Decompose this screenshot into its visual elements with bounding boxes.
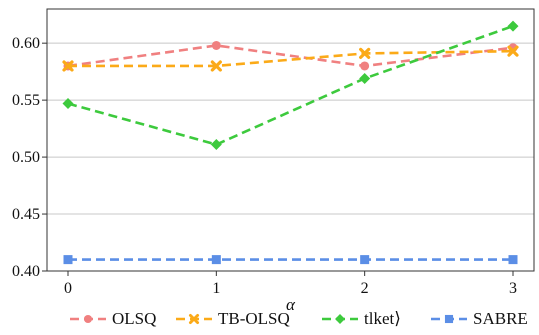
series-group (62, 20, 519, 265)
x-axis-ticks: 0 1 2 3 (64, 271, 517, 297)
data-point-tb-olsq-2 (359, 47, 371, 60)
legend-label-sabre: SABRE (473, 309, 528, 328)
y-tick-label-0: 0.40 (12, 263, 40, 280)
x-tick-label-3: 3 (509, 280, 517, 297)
legend-marker-tb-olsq (188, 313, 200, 325)
legend: OLSQ TB-OLSQ tlket⟩ SABRE (70, 309, 528, 328)
series-line-tb-olsq (68, 49, 514, 68)
x-tick-label-0: 0 (64, 280, 72, 297)
series-line-olsq (67, 44, 514, 68)
x-axis-label: α (286, 295, 296, 314)
legend-marker-tlket (335, 314, 345, 324)
x-tick-label-2: 2 (361, 280, 369, 297)
legend-marker-sabre (444, 314, 454, 324)
legend-label-tlket: tlket⟩ (364, 309, 401, 328)
data-point-tb-olsq-3 (507, 45, 519, 57)
legend-label-olsq: OLSQ (112, 309, 156, 328)
data-point-sabre-0 (63, 255, 73, 265)
y-tick-label-4: 0.60 (12, 35, 40, 52)
data-point-tlket-2 (359, 72, 371, 84)
data-point-sabre-3 (508, 255, 518, 265)
data-point-olsq-1 (211, 40, 221, 50)
series-line-tlket (67, 24, 514, 146)
legend-label-tb-olsq: TB-OLSQ (218, 309, 290, 328)
y-tick-label-3: 0.55 (12, 92, 40, 109)
x-tick-label-1: 1 (212, 280, 220, 297)
data-point-tlket-0 (62, 98, 74, 110)
data-point-tlket-1 (210, 139, 222, 151)
data-point-olsq-2 (360, 61, 370, 71)
plot-area-frame (46, 8, 535, 272)
grid-lines (47, 42, 534, 272)
data-point-sabre-1 (211, 255, 221, 265)
y-tick-label-2: 0.50 (12, 149, 40, 166)
data-point-sabre-2 (360, 255, 370, 265)
y-tick-label-1: 0.45 (12, 206, 40, 223)
legend-marker-olsq (83, 314, 93, 324)
data-point-tb-olsq-0 (62, 60, 74, 72)
y-axis-ticks: 0.40 0.45 0.50 0.55 0.60 (12, 35, 47, 280)
data-point-tb-olsq-1 (210, 60, 222, 72)
data-point-tlket-3 (507, 20, 519, 32)
